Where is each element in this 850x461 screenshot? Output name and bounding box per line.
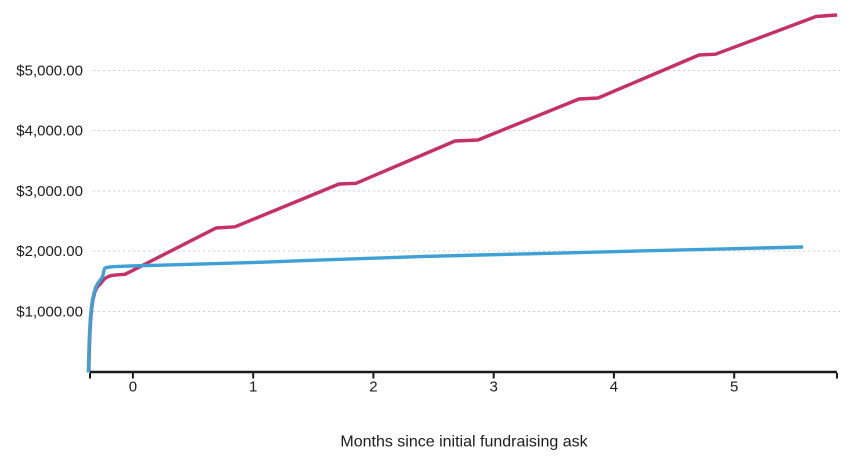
svg-text:$3,000.00: $3,000.00	[16, 183, 83, 200]
svg-text:5: 5	[730, 379, 738, 396]
svg-text:$5,000.00: $5,000.00	[16, 63, 83, 80]
svg-text:$1,000.00: $1,000.00	[16, 304, 83, 321]
svg-text:2: 2	[369, 379, 377, 396]
svg-text:0: 0	[129, 379, 137, 396]
svg-text:$2,000.00: $2,000.00	[16, 243, 83, 260]
svg-text:3: 3	[490, 379, 498, 396]
svg-text:Months since initial fundraisi: Months since initial fundraising ask	[340, 434, 588, 451]
svg-text:4: 4	[610, 379, 618, 396]
svg-text:$4,000.00: $4,000.00	[16, 123, 83, 140]
svg-text:1: 1	[249, 379, 257, 396]
